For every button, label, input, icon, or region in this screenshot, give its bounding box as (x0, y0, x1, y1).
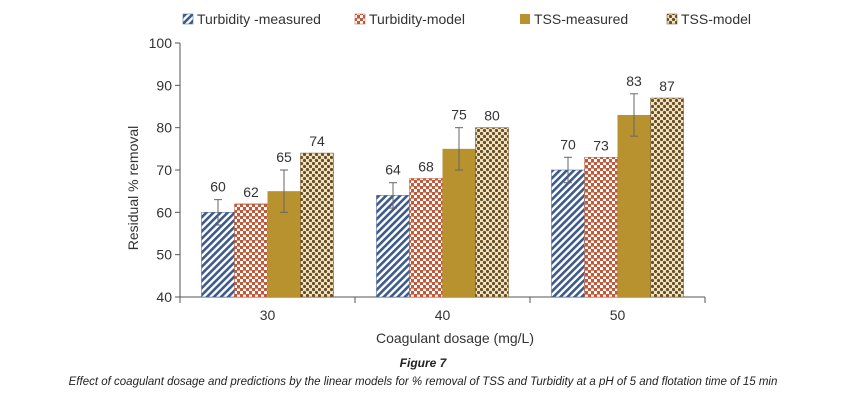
figure-caption: Effect of coagulant dosage and predictio… (68, 376, 778, 388)
y-tick-label: 50 (156, 247, 172, 263)
bar (409, 178, 443, 298)
data-label: 64 (385, 162, 401, 178)
bar (300, 152, 334, 298)
y-tick-label: 90 (156, 77, 172, 93)
legend-swatch (666, 13, 678, 25)
data-label: 62 (243, 184, 259, 200)
legend: Turbidity -measured Turbidity-model TSS-me… (182, 11, 751, 27)
bar (442, 148, 476, 297)
bars: 60 62 65 74 64 68 75 80 70 73 83 87 (201, 73, 684, 298)
data-label: 68 (418, 158, 434, 174)
legend-swatch (354, 13, 366, 25)
bar (551, 169, 585, 298)
legend-label: TSS-model (681, 11, 751, 27)
x-axis-label: Coagulant dosage (mg/L) (376, 330, 534, 346)
y-tick-label: 40 (156, 289, 172, 305)
y-tick-label: 80 (156, 120, 172, 136)
x-tick-label: 30 (260, 307, 276, 323)
data-label: 80 (484, 108, 500, 124)
x-tick-label: 50 (610, 307, 626, 323)
data-label: 60 (210, 179, 226, 195)
data-label: 75 (451, 107, 467, 123)
bar (650, 97, 684, 298)
data-label: 83 (626, 73, 642, 89)
legend-label: Turbidity-model (369, 11, 465, 27)
data-label: 65 (276, 149, 292, 165)
bar (584, 157, 618, 298)
bar (376, 195, 410, 298)
bar (201, 212, 235, 298)
y-axis: 40 50 60 70 80 90 100 (149, 35, 181, 305)
bar (234, 203, 268, 298)
legend-label: Turbidity -measured (197, 11, 321, 27)
bar-chart: Turbidity -measured Turbidity-model TSS-me… (125, 11, 751, 346)
y-tick-label: 100 (149, 35, 173, 51)
legend-swatch (182, 13, 194, 25)
data-label: 73 (593, 137, 609, 153)
data-label: 70 (560, 136, 576, 152)
legend-label: TSS-measured (534, 11, 628, 27)
figure-label: Figure 7 (399, 356, 447, 370)
legend-swatch (520, 14, 530, 24)
bar (617, 114, 651, 297)
y-axis-label: Residual % removal (125, 126, 141, 251)
y-tick-label: 60 (156, 204, 172, 220)
x-axis: 30 40 50 (179, 296, 706, 323)
y-tick-label: 70 (156, 162, 172, 178)
data-label: 87 (659, 78, 675, 94)
x-tick-label: 40 (435, 307, 451, 323)
bar (475, 127, 509, 298)
data-label: 74 (309, 133, 325, 149)
